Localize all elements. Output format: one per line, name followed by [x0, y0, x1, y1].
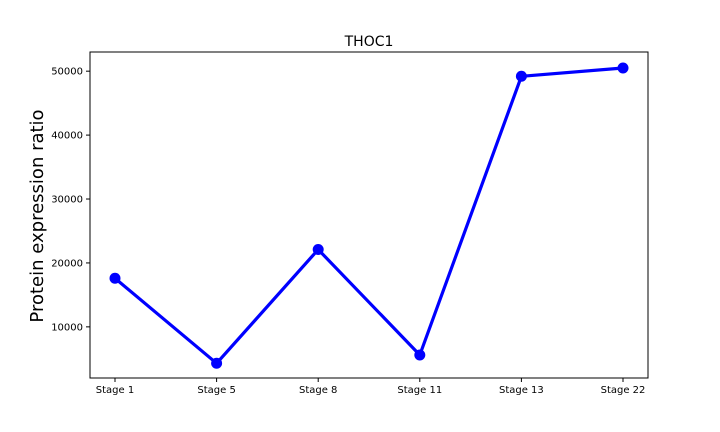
- data-layer: [109, 62, 629, 369]
- y-tick-label: 30000: [51, 195, 83, 206]
- data-point: [109, 272, 121, 284]
- x-tick-label: Stage 22: [601, 385, 646, 396]
- data-point: [617, 62, 629, 74]
- plot-frame: [89, 51, 649, 379]
- y-axis-label: Protein expression ratio: [27, 109, 48, 322]
- data-point: [515, 70, 527, 82]
- series-line: [113, 66, 624, 365]
- x-tick-label: Stage 1: [96, 385, 134, 396]
- y-tick-label: 20000: [51, 258, 83, 269]
- x-tick-label: Stage 11: [397, 385, 442, 396]
- y-tick-label: 10000: [51, 322, 83, 333]
- axes: 10000 20000 30000 40000 50000 Stage 1 Stage 5 S…: [51, 51, 649, 396]
- y-tick-label: 50000: [51, 67, 83, 78]
- data-point: [414, 349, 426, 361]
- data-point: [211, 357, 223, 369]
- x-tick-label: Stage 13: [499, 385, 544, 396]
- x-tick-label: Stage 8: [299, 385, 337, 396]
- y-tick-label: 40000: [51, 131, 83, 142]
- x-tick-label: Stage 5: [197, 385, 235, 396]
- chart-title: THOC1: [344, 34, 394, 50]
- data-point: [312, 244, 324, 256]
